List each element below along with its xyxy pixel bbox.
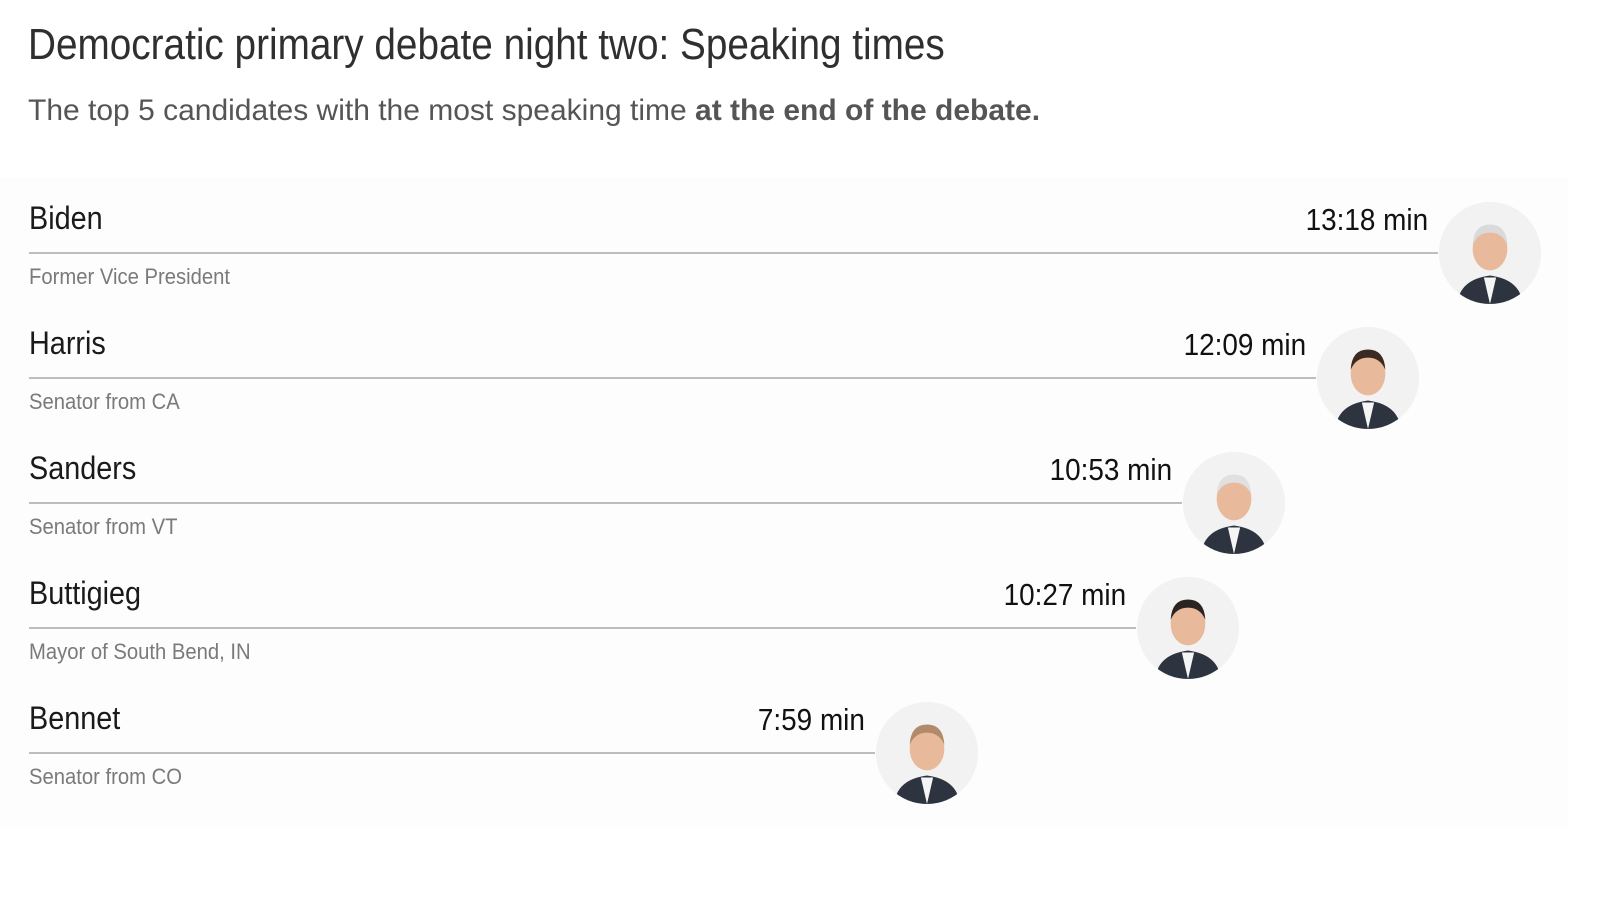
candidate-name: Bennet bbox=[29, 700, 121, 736]
speaking-time-bar bbox=[29, 252, 1439, 254]
candidate-role: Former Vice President bbox=[29, 264, 230, 289]
chart-subtitle: The top 5 candidates with the most speak… bbox=[28, 94, 1040, 128]
speaking-time-bar bbox=[29, 752, 875, 754]
speaking-time-label: 10:53 min bbox=[1049, 452, 1173, 487]
bar-row-biden: Biden Former Vice President 13:18 min bbox=[0, 180, 1600, 304]
speaking-time-label: 7:59 min bbox=[757, 702, 865, 737]
candidate-name: Buttigieg bbox=[29, 575, 142, 611]
candidate-photo-icon bbox=[875, 702, 978, 804]
candidate-role: Senator from CO bbox=[29, 764, 182, 789]
speaking-time-label: 12:09 min bbox=[1183, 327, 1307, 362]
speaking-time-label: 10:27 min bbox=[1003, 577, 1127, 612]
speaking-time-label: 13:18 min bbox=[1305, 202, 1429, 237]
candidate-role: Senator from CA bbox=[29, 389, 180, 414]
bar-row-sanders: Sanders Senator from VT 10:53 min bbox=[0, 430, 1600, 554]
candidate-name: Harris bbox=[29, 325, 106, 361]
candidate-role: Senator from VT bbox=[29, 514, 178, 539]
bar-row-bennet: Bennet Senator from CO 7:59 min bbox=[0, 680, 1600, 804]
speaking-time-bar bbox=[29, 502, 1183, 504]
candidate-name: Sanders bbox=[29, 450, 137, 486]
candidate-role: Mayor of South Bend, IN bbox=[29, 639, 251, 664]
speaking-time-bar bbox=[29, 377, 1317, 379]
subtitle-regular: The top 5 candidates with the most speak… bbox=[28, 94, 696, 127]
candidate-photo-icon bbox=[1137, 577, 1240, 679]
candidate-photo-icon bbox=[1439, 202, 1542, 304]
candidate-name: Biden bbox=[29, 200, 103, 236]
bar-row-buttigieg: Buttigieg Mayor of South Bend, IN 10:27 mi… bbox=[0, 555, 1600, 679]
subtitle-bold: at the end of the debate. bbox=[695, 94, 1041, 127]
candidate-photo-icon bbox=[1183, 452, 1286, 554]
chart-title: Democratic primary debate night two: Spe… bbox=[28, 20, 945, 69]
candidate-photo-icon bbox=[1317, 327, 1420, 429]
bar-row-harris: Harris Senator from CA 12:09 min bbox=[0, 305, 1600, 429]
speaking-time-bar bbox=[29, 627, 1137, 629]
